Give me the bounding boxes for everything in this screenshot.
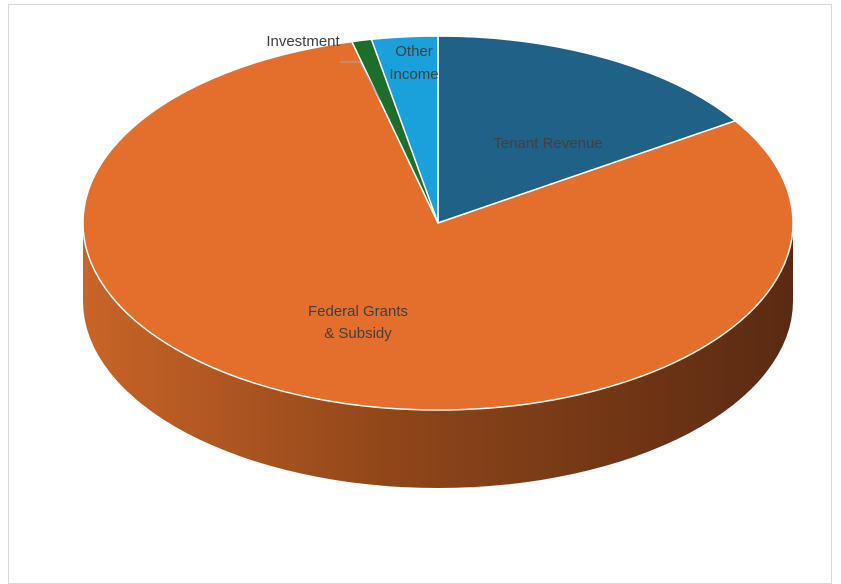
label-tenant-revenue: Tenant Revenue bbox=[493, 135, 602, 152]
pie-slice-other-income[interactable] bbox=[370, 35, 439, 224]
pie-slices bbox=[82, 35, 794, 411]
pie-side bbox=[83, 223, 793, 488]
leader-lines bbox=[340, 61, 381, 101]
label-investment: Investment bbox=[266, 33, 340, 50]
pie-slice-tenant-revenue[interactable] bbox=[437, 35, 737, 224]
pie-side-wall bbox=[83, 223, 793, 488]
pie-slice-federal-grants-subsidy[interactable] bbox=[82, 40, 794, 411]
investment-leader-line bbox=[340, 61, 381, 101]
label-other-line1: Other bbox=[395, 43, 433, 60]
label-federal-line1: Federal Grants bbox=[308, 303, 408, 320]
label-federal-line2: & Subsidy bbox=[324, 325, 392, 342]
label-other-line2: Income bbox=[389, 66, 438, 83]
